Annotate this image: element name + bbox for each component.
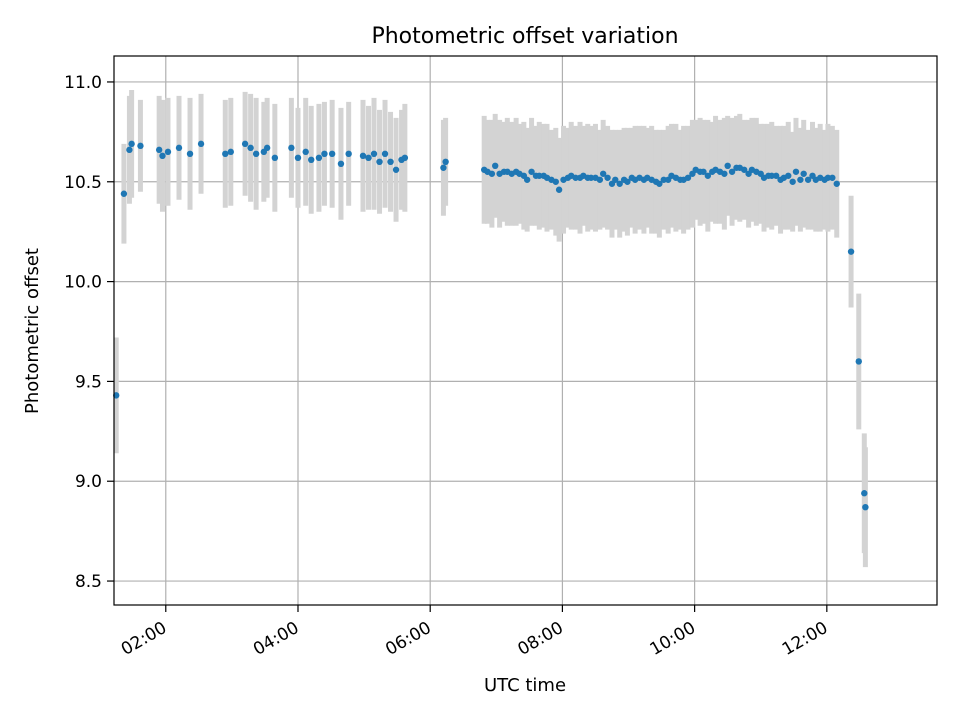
- data-point: [137, 142, 144, 150]
- data-point: [376, 158, 383, 166]
- data-point: [442, 158, 449, 166]
- data-point: [308, 156, 315, 164]
- data-point: [488, 170, 496, 177]
- data-point: [768, 172, 775, 179]
- data-point: [120, 190, 128, 197]
- data-point: [700, 168, 707, 175]
- y-tick-label: 10.0: [64, 273, 102, 293]
- data-point: [596, 176, 604, 183]
- data-point: [186, 150, 194, 158]
- data-point: [789, 178, 796, 185]
- y-axis-label: Photometric offset: [22, 248, 43, 414]
- data-point: [387, 158, 394, 166]
- data-point: [164, 148, 172, 156]
- data-point: [833, 180, 840, 187]
- y-tick-label: 9.0: [75, 472, 102, 492]
- data-point: [370, 150, 378, 158]
- data-point: [587, 174, 595, 181]
- data-point: [785, 172, 792, 179]
- y-tick-label: 10.5: [64, 173, 102, 193]
- data-point: [684, 174, 692, 181]
- data-point: [159, 152, 166, 160]
- data-point: [616, 180, 623, 187]
- data-point: [724, 162, 731, 169]
- data-point: [401, 154, 409, 162]
- data-point: [337, 160, 345, 168]
- y-tick-label: 9.5: [75, 372, 102, 392]
- data-point: [263, 144, 271, 152]
- data-point: [855, 358, 862, 365]
- data-points: [113, 140, 869, 511]
- data-point: [528, 168, 535, 175]
- data-point: [252, 150, 260, 158]
- data-point: [721, 170, 728, 177]
- data-point: [604, 174, 611, 181]
- data-point: [241, 140, 249, 148]
- data-point: [440, 164, 447, 171]
- data-point: [656, 180, 663, 187]
- data-point: [128, 140, 135, 148]
- data-point: [847, 248, 855, 255]
- data-point: [222, 150, 229, 158]
- data-point: [704, 172, 712, 179]
- data-point: [302, 148, 309, 156]
- data-point: [175, 144, 183, 152]
- data-point: [365, 154, 372, 162]
- data-point: [392, 166, 400, 173]
- plot-frame: [113, 55, 938, 606]
- data-point: [381, 150, 389, 158]
- data-point: [321, 150, 328, 158]
- data-point: [359, 152, 367, 160]
- data-point: [861, 490, 868, 497]
- data-point: [728, 168, 736, 175]
- data-point: [155, 146, 163, 154]
- data-point: [829, 174, 836, 181]
- data-point: [800, 170, 807, 177]
- y-tick-label: 11.0: [64, 73, 102, 93]
- data-point: [797, 176, 804, 183]
- data-point: [552, 178, 559, 185]
- y-axis-ticks: 8.5 9.0 9.5 10.0 10.5 11.0: [64, 73, 114, 592]
- data-point: [792, 168, 800, 175]
- data-point: [113, 392, 120, 399]
- data-point: [624, 178, 631, 185]
- chart-title: Photometric offset variation: [371, 24, 678, 49]
- data-point: [536, 172, 543, 179]
- data-point: [294, 154, 302, 162]
- data-point: [271, 154, 279, 162]
- y-tick-label: 8.5: [75, 572, 102, 592]
- data-point: [492, 162, 499, 169]
- data-point: [572, 174, 579, 181]
- data-point: [740, 166, 748, 173]
- data-point: [315, 154, 323, 162]
- data-point: [599, 170, 607, 177]
- data-point: [523, 176, 531, 183]
- data-point: [660, 176, 667, 183]
- data-point: [247, 144, 254, 152]
- data-point: [804, 176, 812, 183]
- data-point: [555, 186, 563, 193]
- data-point: [824, 174, 832, 181]
- data-point: [288, 144, 295, 152]
- data-point: [345, 150, 352, 158]
- data-point: [772, 172, 780, 179]
- data-point: [862, 503, 869, 511]
- data-point: [328, 150, 336, 158]
- data-point: [197, 140, 205, 148]
- data-point: [612, 176, 619, 183]
- data-point: [227, 148, 234, 156]
- x-axis-label: UTC time: [484, 675, 566, 696]
- data-point: [126, 146, 133, 154]
